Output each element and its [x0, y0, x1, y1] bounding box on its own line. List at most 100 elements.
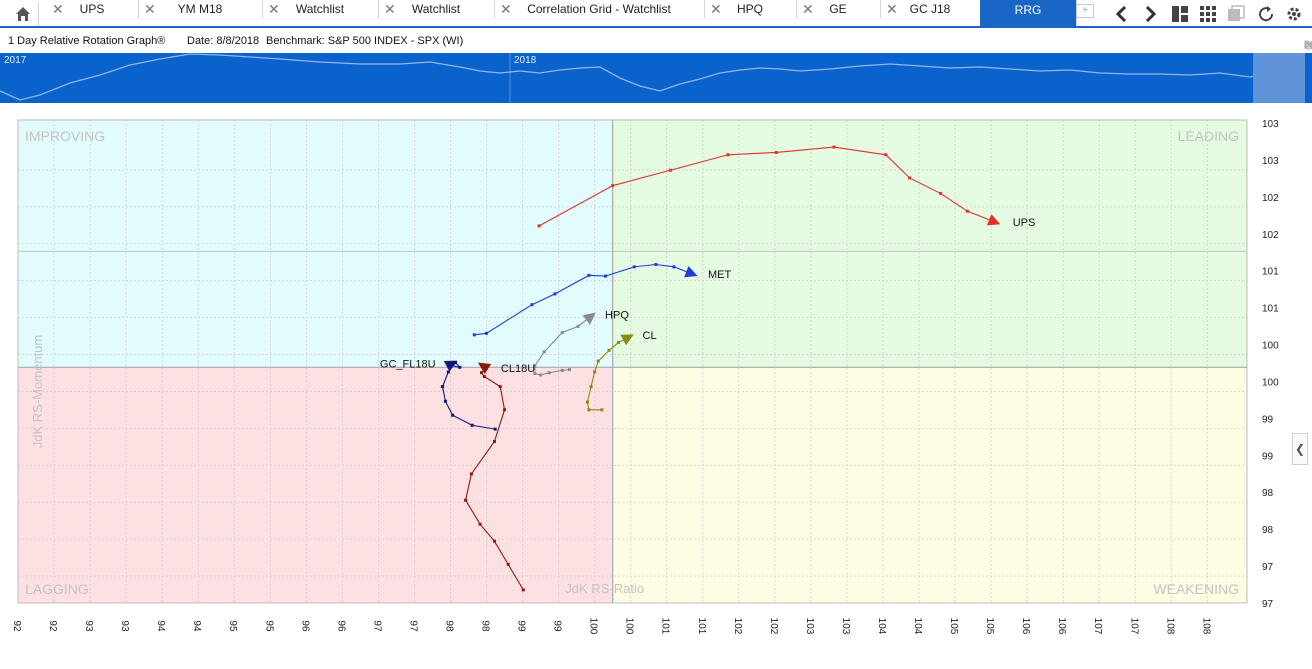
data-point[interactable] — [607, 348, 611, 352]
series-head-arrow[interactable] — [986, 214, 1003, 230]
data-point[interactable] — [560, 368, 564, 372]
data-point[interactable] — [567, 368, 571, 372]
home-button[interactable] — [8, 2, 39, 26]
data-point[interactable] — [726, 153, 730, 157]
data-point[interactable] — [576, 324, 580, 328]
data-point[interactable] — [553, 292, 557, 296]
data-point[interactable] — [446, 370, 450, 374]
restore-icon[interactable]: ⧉ — [1304, 38, 1312, 53]
tab-6[interactable]: ✕ GE — [796, 0, 881, 18]
series-gc-fl18u[interactable]: GC_FL18U — [380, 355, 497, 431]
data-point[interactable] — [611, 184, 615, 188]
data-point[interactable] — [503, 408, 507, 412]
data-point[interactable] — [451, 413, 455, 417]
data-point[interactable] — [632, 265, 636, 269]
series-head-arrow[interactable] — [620, 329, 636, 346]
data-point[interactable] — [472, 333, 476, 337]
date-overview[interactable]: 2017 2018 — [0, 53, 1312, 103]
data-point[interactable] — [533, 371, 537, 375]
close-icon[interactable]: ✕ — [710, 1, 722, 17]
data-point[interactable] — [479, 371, 483, 375]
pin-icon[interactable]: ✎ — [1304, 38, 1312, 52]
data-point[interactable] — [492, 439, 496, 443]
data-point[interactable] — [587, 408, 591, 412]
tab-1[interactable]: ✕ YM M18 — [138, 0, 263, 18]
settings-button[interactable] — [1282, 2, 1306, 26]
series-head-arrow[interactable] — [443, 355, 460, 372]
data-point[interactable] — [493, 427, 497, 431]
series-head-arrow[interactable] — [684, 266, 700, 282]
back-button[interactable] — [1110, 2, 1134, 26]
series-head-arrow[interactable] — [582, 308, 600, 325]
close-icon[interactable]: ✕ — [52, 1, 64, 17]
data-point[interactable] — [537, 224, 541, 228]
data-point[interactable] — [441, 385, 445, 389]
tab-0[interactable]: ✕ UPS — [46, 0, 139, 18]
data-point[interactable] — [530, 303, 534, 307]
data-point[interactable] — [469, 472, 473, 476]
info-icon[interactable]: i — [1304, 38, 1312, 52]
tab-2[interactable]: ✕ Watchlist — [262, 0, 379, 18]
close-icon[interactable]: ✕ — [144, 1, 156, 17]
data-point[interactable] — [672, 265, 676, 269]
data-point[interactable] — [884, 153, 888, 157]
data-point[interactable] — [539, 373, 543, 377]
data-point[interactable] — [478, 522, 482, 526]
series-ups[interactable]: UPS — [537, 145, 1036, 230]
grid-button[interactable] — [1196, 2, 1220, 26]
data-point[interactable] — [589, 385, 593, 389]
data-point[interactable] — [498, 385, 502, 389]
close-icon[interactable]: ✕ — [802, 1, 814, 17]
close-icon[interactable]: ✕ — [268, 1, 280, 17]
refresh-button[interactable] — [1254, 2, 1278, 26]
close-icon[interactable]: ✕ — [384, 1, 396, 17]
data-point[interactable] — [443, 399, 447, 403]
data-point[interactable] — [506, 562, 510, 566]
tab-3[interactable]: ✕ Watchlist — [378, 0, 495, 18]
overview-selection-handle[interactable] — [1253, 53, 1305, 103]
data-point[interactable] — [908, 176, 912, 180]
data-point[interactable] — [482, 375, 486, 379]
data-point[interactable] — [965, 209, 969, 213]
data-point[interactable] — [470, 423, 474, 427]
close-icon[interactable]: ✕ — [500, 1, 512, 17]
data-point[interactable] — [668, 168, 672, 172]
data-point[interactable] — [654, 263, 658, 267]
series-head-arrow[interactable] — [475, 357, 492, 375]
data-point[interactable] — [600, 408, 604, 412]
collapse-panel-button[interactable]: ❮ — [1292, 433, 1308, 465]
close-icon[interactable]: ✕ — [886, 1, 898, 17]
series-cl[interactable]: CL — [585, 329, 657, 412]
series-cl18u[interactable]: CL18U — [464, 357, 535, 592]
data-point[interactable] — [533, 364, 537, 368]
layout-button[interactable] — [1168, 2, 1192, 26]
data-point[interactable] — [832, 145, 836, 149]
tab-4[interactable]: ✕ Correlation Grid - Watchlist — [494, 0, 705, 18]
data-point[interactable] — [603, 274, 607, 278]
close-icon[interactable]: ✕ — [1304, 38, 1312, 52]
data-point[interactable] — [585, 400, 589, 404]
chart-button[interactable] — [1224, 2, 1248, 26]
data-point[interactable] — [542, 350, 546, 354]
data-point[interactable] — [547, 371, 551, 375]
series-met[interactable]: MET — [472, 263, 732, 337]
data-point[interactable] — [587, 273, 591, 277]
data-point[interactable] — [560, 331, 564, 335]
data-point[interactable] — [458, 365, 462, 369]
data-point[interactable] — [464, 498, 468, 502]
data-point[interactable] — [593, 370, 597, 374]
data-point[interactable] — [616, 341, 620, 345]
forward-button[interactable] — [1138, 2, 1162, 26]
link-icon[interactable]: ◇ — [1304, 38, 1312, 52]
data-point[interactable] — [485, 331, 489, 335]
data-point[interactable] — [521, 588, 525, 592]
tab-8[interactable]: RRG — [980, 0, 1077, 26]
data-point[interactable] — [596, 359, 600, 363]
tab-5[interactable]: ✕ HPQ — [704, 0, 797, 18]
data-point[interactable] — [774, 150, 778, 154]
series-hpq[interactable]: HPQ — [533, 308, 629, 377]
data-point[interactable] — [939, 191, 943, 195]
data-point[interactable] — [492, 539, 496, 543]
add-tab-button[interactable]: + — [1076, 4, 1094, 18]
tab-7[interactable]: ✕ GC J18 — [880, 0, 981, 18]
